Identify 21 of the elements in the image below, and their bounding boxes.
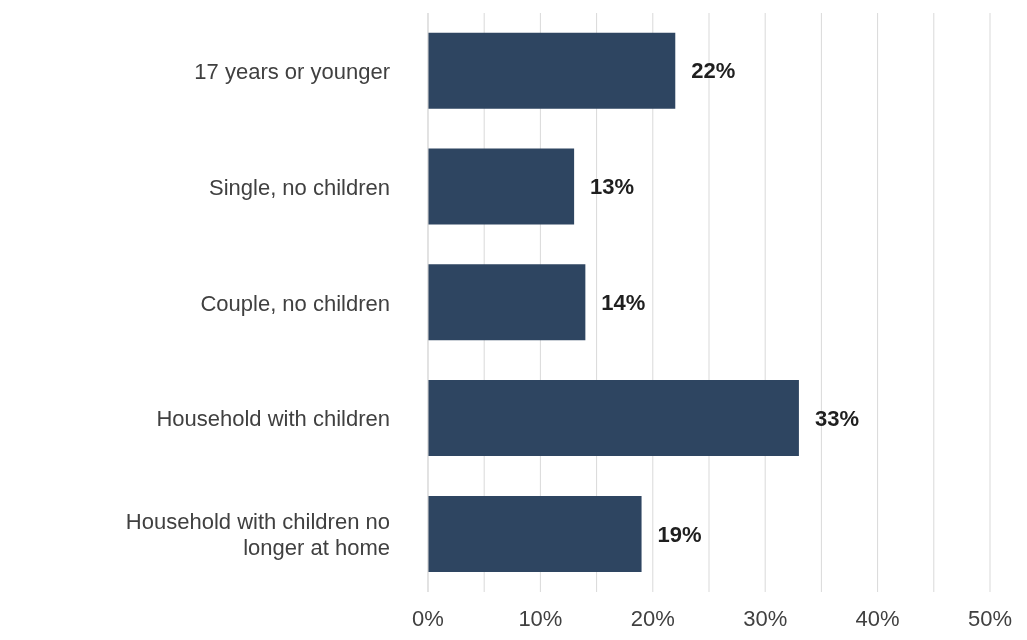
x-tick-label: 40% <box>855 605 900 631</box>
y-tick-label: Single, no children <box>208 174 390 200</box>
x-tick-label: 30% <box>743 605 788 631</box>
x-tick-label: 10% <box>518 605 563 631</box>
data-label: 14% <box>601 290 646 316</box>
x-tick-label: 20% <box>630 605 675 631</box>
bar <box>428 495 642 572</box>
x-tick-label: 0% <box>412 605 444 631</box>
data-label: 19% <box>657 521 702 547</box>
bar <box>428 32 676 109</box>
data-label: 13% <box>590 174 635 200</box>
y-tick-label: Household with children no longer at home <box>125 508 390 560</box>
y-tick-label: Couple, no children <box>200 290 390 315</box>
data-label: 22% <box>691 58 736 84</box>
y-tick-label: 17 years or younger <box>194 58 390 84</box>
bar <box>428 148 575 225</box>
bar <box>428 264 586 341</box>
y-tick-label: Household with children <box>156 405 390 431</box>
data-label: 33% <box>814 405 859 431</box>
x-tick-label: 50% <box>967 605 1013 631</box>
bar <box>428 380 799 457</box>
